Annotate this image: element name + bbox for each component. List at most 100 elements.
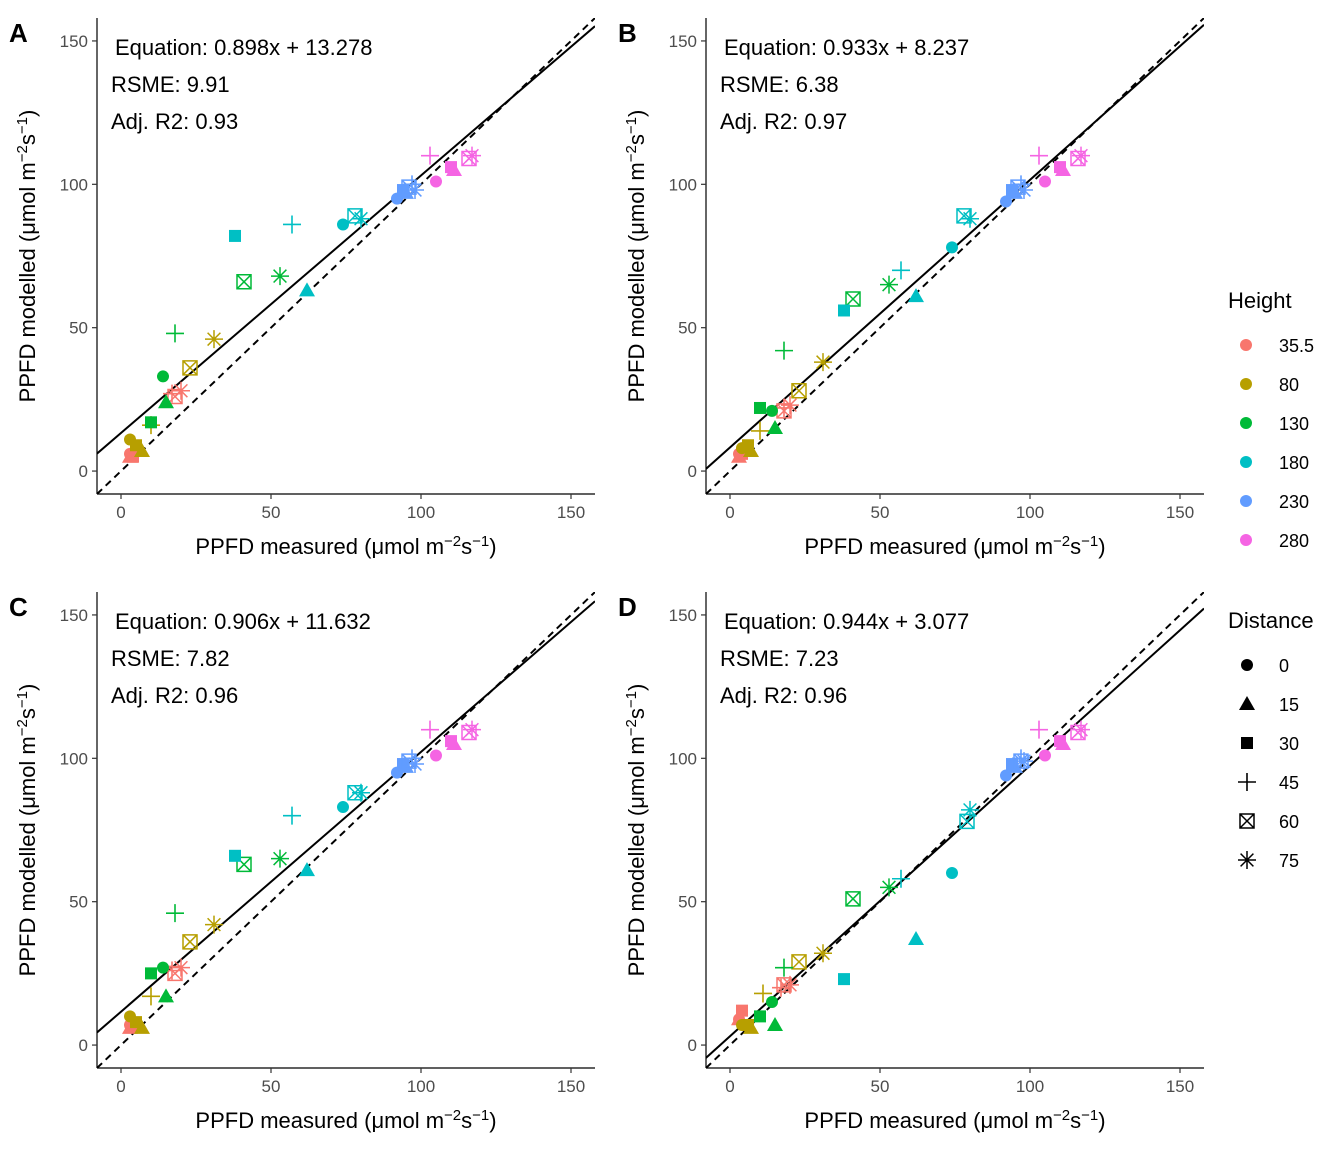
panel-c: C 0 50 100 150 0 50 100 150 PPFD measured (μmol m… <box>9 592 595 1133</box>
data-point <box>814 353 832 372</box>
annotation-text: Equation: 0.933x + 8.237 <box>724 35 969 60</box>
data-point <box>157 961 169 974</box>
data-point <box>1039 749 1051 762</box>
circle-marker <box>946 241 958 254</box>
data-point <box>463 146 481 165</box>
asterisk-marker <box>172 381 190 400</box>
legend-label: 280 <box>1279 531 1309 551</box>
circle-marker <box>1039 175 1051 188</box>
legend-label: 15 <box>1279 695 1299 715</box>
triangle-marker <box>158 394 174 409</box>
y-tick-label: 50 <box>678 319 697 338</box>
triangle-marker <box>908 930 924 945</box>
data-points <box>122 146 481 463</box>
asterisk-marker <box>961 209 979 228</box>
annotation-text: Adj. R2: 0.96 <box>111 683 238 708</box>
square-marker <box>838 973 850 986</box>
legend-swatch <box>1240 534 1252 546</box>
data-point <box>158 988 174 1003</box>
data-point <box>791 383 807 399</box>
data-point <box>1006 184 1018 197</box>
plus-marker <box>1030 720 1048 739</box>
asterisk-marker <box>1072 146 1090 165</box>
square-x-marker <box>1239 813 1255 829</box>
data-point <box>205 915 223 934</box>
plus-marker <box>283 806 301 825</box>
asterisk-marker <box>1015 181 1033 200</box>
x-tick-label: 100 <box>407 1077 435 1096</box>
x-axis-title: PPFD measured (μmol m−2s−1) <box>195 1107 496 1133</box>
data-point <box>445 161 457 174</box>
y-tick-label: 100 <box>60 749 88 768</box>
data-point <box>205 330 223 349</box>
data-point <box>961 209 979 228</box>
legend-swatch <box>1240 495 1252 507</box>
square-x-marker <box>959 813 975 830</box>
data-point <box>946 867 958 880</box>
legend-label: 45 <box>1279 773 1299 793</box>
x-axis-title: PPFD measured (μmol m−2s−1) <box>195 533 496 559</box>
circle-marker <box>766 404 778 417</box>
data-point <box>767 1016 783 1031</box>
legend-marker <box>1241 737 1253 749</box>
data-point <box>775 341 793 360</box>
x-tick-label: 50 <box>262 1077 281 1096</box>
panel-tag: C <box>9 592 28 622</box>
asterisk-marker <box>352 783 370 802</box>
x-tick-label: 150 <box>1166 1077 1194 1096</box>
y-tick-label: 100 <box>60 175 88 194</box>
data-point <box>959 813 975 830</box>
data-point <box>767 420 783 435</box>
plus-marker <box>892 261 910 280</box>
legend-marker <box>1241 659 1253 671</box>
reference-lines <box>97 592 595 1068</box>
annotation-text: RSME: 7.23 <box>720 646 839 671</box>
legend-swatch <box>1240 417 1252 429</box>
triangle-marker <box>908 288 924 303</box>
x-tick-label: 150 <box>557 503 585 522</box>
legend-marker <box>1238 851 1256 869</box>
triangle-marker <box>1239 696 1255 710</box>
square-marker <box>838 304 850 317</box>
x-tick-label: 0 <box>116 503 125 522</box>
square-marker <box>397 184 409 197</box>
data-point <box>145 967 157 980</box>
data-point <box>463 720 481 739</box>
plus-marker <box>892 869 910 888</box>
data-point <box>845 291 861 307</box>
plus-marker <box>751 421 769 440</box>
triangle-marker <box>158 988 174 1003</box>
data-point <box>421 146 439 165</box>
x-tick-label: 100 <box>1016 1077 1044 1096</box>
identity-line <box>97 18 595 494</box>
x-tick-label: 50 <box>871 503 890 522</box>
plus-marker <box>1030 146 1048 165</box>
y-tick-label: 150 <box>669 606 697 625</box>
data-point <box>283 806 301 825</box>
asterisk-marker <box>781 975 799 994</box>
asterisk-marker <box>880 275 898 294</box>
data-point <box>781 975 799 994</box>
fit-line <box>97 25 595 455</box>
asterisk-marker <box>271 267 289 286</box>
panel-tag: A <box>9 18 28 48</box>
data-point <box>299 282 315 297</box>
data-point <box>445 735 457 748</box>
asterisk-marker <box>880 878 898 897</box>
legend-label: 80 <box>1279 375 1299 395</box>
data-point <box>791 954 807 970</box>
annotation-text: Equation: 0.906x + 11.632 <box>115 609 371 634</box>
y-tick-label: 50 <box>678 893 697 912</box>
plus-marker <box>775 341 793 360</box>
x-tick-label: 0 <box>116 1077 125 1096</box>
legend-label: 60 <box>1279 812 1299 832</box>
data-point <box>1015 752 1033 771</box>
square-marker <box>754 1010 766 1023</box>
annotation-text: RSME: 9.91 <box>111 72 230 97</box>
legend-marker <box>1239 813 1255 829</box>
circle-marker <box>430 175 442 188</box>
square-marker <box>1054 161 1066 174</box>
square-x-marker <box>845 291 861 307</box>
annotation-text: Equation: 0.898x + 13.278 <box>115 35 373 60</box>
